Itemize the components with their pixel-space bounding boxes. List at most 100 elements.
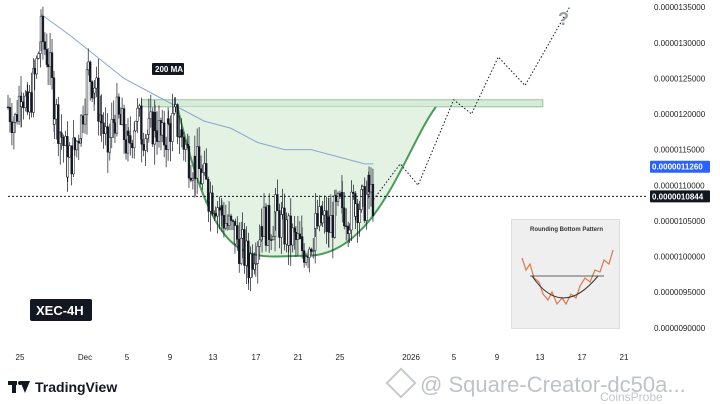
candle bbox=[271, 225, 275, 241]
candle-body bbox=[323, 210, 326, 216]
tradingview-logo[interactable]: TradingView bbox=[8, 379, 117, 395]
candle bbox=[45, 33, 49, 68]
candle bbox=[108, 123, 111, 161]
candle bbox=[120, 97, 124, 126]
candle bbox=[66, 138, 69, 182]
price-tick-label: 0.0000095000 bbox=[654, 288, 706, 297]
candle-body bbox=[108, 137, 111, 153]
ma-tag-box bbox=[152, 63, 184, 75]
candle bbox=[8, 97, 12, 133]
candle bbox=[138, 103, 141, 117]
candle bbox=[70, 145, 73, 186]
candle-body bbox=[133, 130, 136, 149]
price-tick-label: 0.0000125000 bbox=[654, 74, 706, 83]
candle-body bbox=[254, 263, 257, 265]
price-tick-label: 0.0000115000 bbox=[654, 146, 705, 155]
zone-rect bbox=[141, 99, 544, 108]
candle bbox=[64, 130, 67, 147]
candle bbox=[236, 216, 239, 251]
candle-body bbox=[197, 146, 201, 169]
candle-body bbox=[302, 250, 306, 263]
time-tick-label: Dec bbox=[78, 353, 92, 362]
candle-body bbox=[75, 140, 78, 151]
candle bbox=[231, 219, 235, 230]
candle bbox=[17, 85, 21, 126]
candle bbox=[171, 93, 174, 152]
candle bbox=[142, 132, 145, 157]
candle bbox=[129, 116, 132, 156]
candle-body bbox=[20, 101, 23, 108]
candle-body bbox=[180, 129, 183, 138]
candle bbox=[144, 133, 147, 167]
time-tick-label: 2026 bbox=[402, 353, 420, 362]
candle-body bbox=[224, 223, 228, 229]
price-tick-label: 0.0000130000 bbox=[654, 39, 706, 48]
projection-path bbox=[373, 6, 571, 200]
candle bbox=[55, 98, 58, 140]
candle-body bbox=[146, 134, 149, 140]
time-axis[interactable]: 25 Dec 5 9 13 17 21 25 2026 5 9 13 17 21 bbox=[16, 353, 629, 362]
time-tick-label: 9 bbox=[495, 353, 500, 362]
candle-body bbox=[77, 140, 80, 144]
candle bbox=[298, 221, 302, 240]
annotations: 200 MA XEC-4H? bbox=[30, 9, 569, 321]
candle bbox=[310, 247, 313, 256]
candle-body bbox=[110, 119, 113, 138]
candle bbox=[53, 110, 56, 140]
candle bbox=[276, 179, 279, 211]
price-axis[interactable]: 0.0000090000 0.0000095000 0.0000100000 0.00… bbox=[650, 3, 710, 333]
candle-body bbox=[127, 130, 130, 136]
candle-body bbox=[241, 229, 244, 239]
candle-body bbox=[356, 203, 359, 223]
candle bbox=[6, 94, 10, 110]
candle-body bbox=[66, 156, 69, 178]
candle-body bbox=[227, 215, 231, 226]
candle bbox=[356, 198, 359, 243]
candle-body bbox=[144, 138, 147, 151]
candle-body bbox=[341, 192, 344, 209]
candle bbox=[15, 100, 19, 125]
candle-body bbox=[281, 207, 284, 215]
candle bbox=[201, 164, 204, 191]
candle-body bbox=[12, 122, 16, 133]
candle-body bbox=[256, 246, 259, 264]
candle-body bbox=[243, 229, 246, 266]
candle-body bbox=[45, 49, 49, 65]
candle-body bbox=[268, 205, 271, 240]
candle-body bbox=[186, 143, 189, 147]
candle-body bbox=[24, 95, 27, 108]
candle-body bbox=[93, 87, 96, 94]
candle-body bbox=[136, 107, 139, 122]
candle bbox=[10, 102, 14, 146]
candle-body bbox=[240, 238, 243, 264]
candle bbox=[182, 131, 185, 161]
candle-body bbox=[32, 67, 35, 113]
candle bbox=[312, 238, 315, 259]
candle-body bbox=[207, 202, 210, 212]
candle-body bbox=[131, 143, 134, 149]
time-tick-label: 25 bbox=[336, 353, 345, 362]
candle-body bbox=[354, 203, 357, 217]
price-chart[interactable]: 0.0000090000 0.0000095000 0.0000100000 0.00… bbox=[0, 0, 720, 370]
price-tick-label: 0.0000120000 bbox=[654, 110, 706, 119]
candle-body bbox=[361, 186, 364, 190]
time-tick-label: 5 bbox=[452, 353, 457, 362]
candle-body bbox=[231, 220, 235, 222]
symbol-box bbox=[30, 299, 92, 321]
candle-body bbox=[102, 122, 105, 134]
candle-body bbox=[122, 108, 126, 140]
candle bbox=[106, 125, 109, 173]
candle-body bbox=[214, 213, 217, 217]
candle-body bbox=[140, 139, 143, 145]
rounding-bottom-shape bbox=[176, 106, 437, 258]
candle bbox=[153, 104, 157, 138]
candle-body bbox=[176, 104, 179, 137]
candle-body bbox=[134, 120, 137, 132]
candle-body bbox=[161, 122, 164, 136]
candle bbox=[32, 58, 35, 118]
candle-body bbox=[153, 112, 157, 131]
projection-line bbox=[373, 6, 571, 200]
candle-body bbox=[203, 163, 206, 173]
candle bbox=[301, 227, 304, 259]
candle bbox=[187, 135, 191, 188]
